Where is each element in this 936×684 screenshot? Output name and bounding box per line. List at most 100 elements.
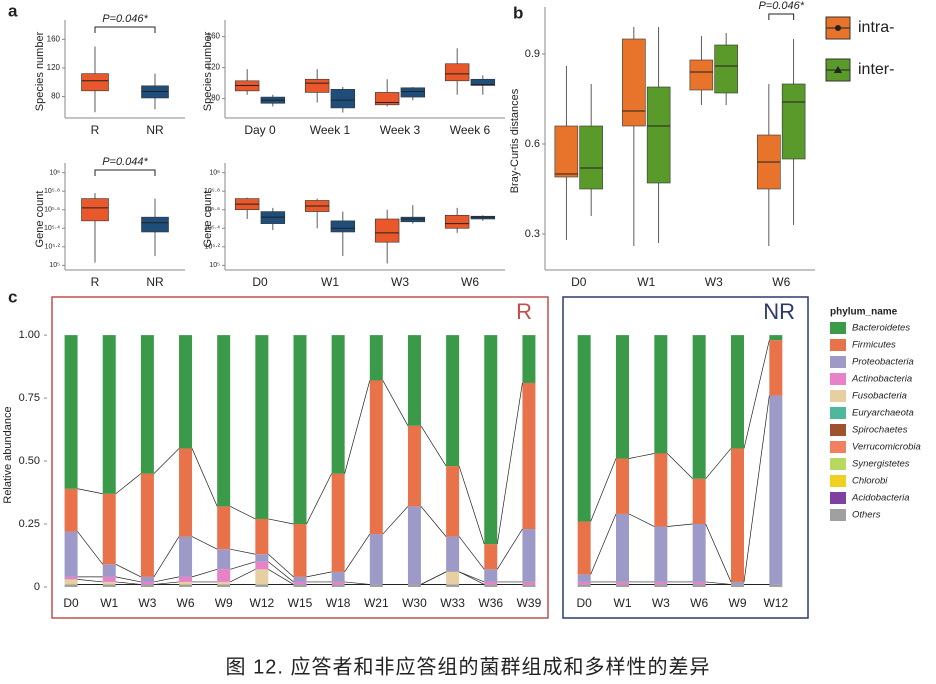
bar-segment bbox=[484, 581, 498, 585]
box bbox=[400, 87, 426, 98]
y-axis-title: Relative abundance bbox=[2, 406, 14, 503]
bar-segment bbox=[446, 536, 460, 572]
x-tick-label: W30 bbox=[402, 596, 427, 610]
bracket bbox=[94, 26, 156, 33]
x-tick-label: W6 bbox=[772, 275, 790, 289]
y-tick-label: 120 bbox=[47, 63, 61, 72]
legend-swatch bbox=[830, 322, 846, 334]
bar-segment bbox=[654, 453, 668, 527]
x-tick-label: W33 bbox=[440, 596, 465, 610]
y-tick-label: 0.6 bbox=[525, 138, 540, 150]
bar-segment bbox=[731, 335, 744, 449]
legend-label: Firmicutes bbox=[852, 340, 896, 351]
panel-label: c bbox=[8, 287, 17, 306]
y-axis-title: Species number bbox=[34, 31, 46, 111]
bar-segment bbox=[255, 569, 269, 585]
bar-segment bbox=[692, 335, 706, 479]
bar-segment bbox=[331, 335, 345, 474]
panel-label: a bbox=[8, 1, 18, 20]
bar-segment bbox=[179, 448, 193, 537]
box bbox=[554, 125, 579, 178]
bar-segment bbox=[255, 584, 269, 587]
legend-label: Verrucomicrobia bbox=[852, 442, 921, 453]
bar-segment bbox=[484, 335, 498, 545]
legend-swatch bbox=[830, 339, 846, 351]
legend-label: Fusobacteria bbox=[852, 391, 907, 402]
legend-swatch bbox=[830, 475, 846, 487]
bar-segment bbox=[769, 340, 783, 396]
bar-segment bbox=[654, 335, 668, 454]
bar-segment bbox=[446, 584, 460, 587]
x-tick-label: Week 1 bbox=[310, 123, 351, 137]
y-tick-label: 0.25 bbox=[19, 518, 40, 530]
bar-segment bbox=[407, 335, 421, 426]
x-tick-label: W1 bbox=[100, 596, 118, 610]
legend-label: inter- bbox=[858, 61, 894, 78]
legend-swatch bbox=[830, 424, 846, 436]
bar-segment bbox=[616, 581, 629, 585]
bar-segment bbox=[179, 581, 193, 585]
bar-segment bbox=[102, 581, 116, 585]
bar-segment bbox=[692, 584, 706, 587]
box bbox=[646, 86, 671, 184]
bar-segment bbox=[102, 335, 116, 494]
bar-segment bbox=[64, 576, 78, 580]
bar-segment bbox=[616, 458, 629, 514]
legend-label: Synergistetes bbox=[852, 459, 910, 470]
x-tick-label: Week 6 bbox=[450, 123, 491, 137]
x-tick-label: NR bbox=[146, 123, 164, 137]
x-tick-label: W1 bbox=[614, 596, 632, 610]
x-tick-label: W21 bbox=[364, 596, 389, 610]
bar-segment bbox=[654, 581, 668, 585]
y-tick-label: 80 bbox=[51, 92, 60, 101]
bar-segment bbox=[102, 584, 116, 587]
bar-segment bbox=[577, 521, 591, 575]
bar-segment bbox=[407, 584, 421, 587]
bar-segment bbox=[654, 584, 668, 587]
bar-segment bbox=[577, 584, 591, 587]
x-tick-label: W6 bbox=[690, 596, 708, 610]
box bbox=[141, 216, 169, 233]
bar-segment bbox=[140, 576, 154, 582]
bracket bbox=[768, 13, 795, 20]
y-tick-label: 10⁶ bbox=[209, 169, 220, 176]
y-tick-label: 0.75 bbox=[19, 392, 40, 404]
legend-swatch bbox=[830, 407, 846, 419]
box bbox=[330, 220, 356, 233]
bar-segment bbox=[331, 584, 345, 587]
x-tick-label: W6 bbox=[177, 596, 195, 610]
bar-segment bbox=[331, 571, 345, 582]
bar-segment bbox=[64, 488, 78, 532]
bar-segment bbox=[407, 506, 421, 585]
box bbox=[304, 78, 330, 93]
bar-segment bbox=[217, 506, 231, 550]
bar-segment bbox=[616, 335, 629, 459]
legend-label: Acidobacteria bbox=[851, 493, 910, 504]
x-tick-label: W3 bbox=[138, 596, 156, 610]
legend-label: Actinobacteria bbox=[851, 374, 912, 385]
bar-segment bbox=[522, 529, 536, 582]
bar-segment bbox=[64, 335, 78, 489]
legend-swatch bbox=[830, 356, 846, 368]
x-tick-label: W9 bbox=[215, 596, 233, 610]
x-tick-label: W18 bbox=[326, 596, 351, 610]
y-tick-label: 80 bbox=[211, 94, 220, 103]
x-tick-label: W39 bbox=[517, 596, 542, 610]
x-tick-label: W1 bbox=[637, 275, 655, 289]
bar-segment bbox=[293, 581, 307, 585]
bar-segment bbox=[522, 382, 536, 530]
bar-segment bbox=[217, 335, 231, 507]
legend-swatch bbox=[830, 509, 846, 521]
bar-segment bbox=[217, 581, 231, 585]
bracket bbox=[94, 169, 156, 176]
legend-label: Chlorobi bbox=[852, 476, 888, 487]
y-tick-label: 160 bbox=[47, 34, 61, 43]
box bbox=[622, 38, 646, 127]
x-tick-label: W3 bbox=[705, 275, 723, 289]
bar-segment bbox=[654, 526, 668, 582]
legend-label: Proteobacteria bbox=[852, 357, 914, 368]
y-tick-label: 10⁵·² bbox=[45, 244, 61, 251]
bar-segment bbox=[64, 584, 78, 587]
legend-title: phylum_name bbox=[830, 307, 898, 318]
bar-segment bbox=[446, 466, 460, 537]
